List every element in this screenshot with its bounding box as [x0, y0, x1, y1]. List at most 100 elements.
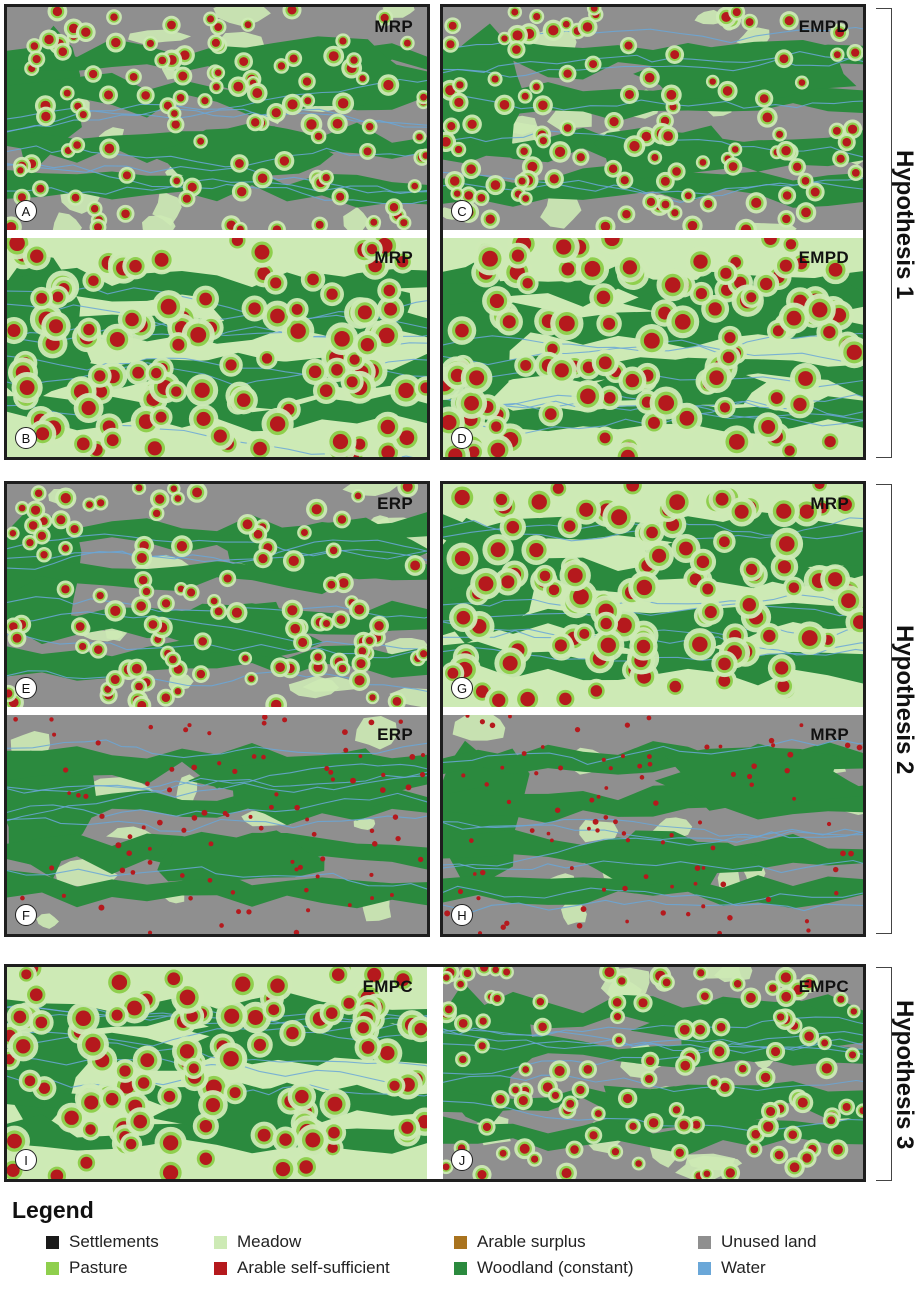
- arable-plot: [840, 850, 846, 857]
- woodland-band: [7, 869, 427, 909]
- arable-plot: [540, 745, 545, 749]
- arable-plot: [624, 89, 634, 99]
- arable-plot: [472, 872, 477, 876]
- arable-plot: [236, 225, 244, 230]
- arable-plot: [191, 764, 197, 771]
- woodland-block: [654, 747, 863, 811]
- arable-plot: [646, 197, 656, 206]
- arable-plot: [369, 828, 375, 834]
- arable-plot: [616, 617, 632, 633]
- arable-plot: [695, 288, 707, 300]
- map-group-ef: ERP E ERP F: [4, 481, 430, 937]
- arable-plot: [660, 840, 666, 845]
- arable-plot: [801, 207, 811, 218]
- water-swatch: [698, 1261, 711, 1275]
- arable-plot: [596, 290, 611, 305]
- arable-plot: [187, 182, 197, 192]
- map-i-canvas: [7, 967, 427, 1179]
- arable-plot: [171, 110, 178, 117]
- arable-plot: [110, 13, 118, 21]
- arable-plot: [95, 740, 101, 746]
- arable-plot: [601, 757, 606, 762]
- arable-plot: [714, 1046, 725, 1057]
- arable-plot: [319, 384, 333, 398]
- arable-plot: [549, 838, 554, 843]
- arable-plot: [396, 973, 410, 987]
- map-panel-e: ERP E: [7, 484, 427, 707]
- arable-plot: [236, 393, 251, 407]
- arable-plot: [511, 249, 525, 262]
- water-channel: [443, 859, 863, 874]
- arable-plot: [765, 896, 772, 903]
- legend-title: Legend: [12, 1197, 94, 1223]
- arable-plot: [52, 7, 63, 17]
- arable-plot: [527, 161, 538, 172]
- arable-plot: [492, 693, 506, 707]
- arable-plot: [793, 162, 802, 172]
- scenario-label: EMPC: [362, 977, 413, 996]
- map-b-canvas: [7, 238, 427, 457]
- arable-plot: [62, 544, 69, 552]
- arable-plot: [719, 402, 731, 413]
- arable-plot: [549, 174, 559, 184]
- arable-plot: [475, 685, 489, 698]
- map-panel-d: EMPD D: [443, 238, 863, 457]
- arable-plot: [374, 621, 384, 631]
- arable-plot: [745, 18, 754, 27]
- arable-plot: [529, 542, 544, 558]
- arable-plot: [671, 209, 679, 217]
- arable-plot: [464, 395, 479, 411]
- arable-plot: [248, 302, 261, 315]
- arable-plot: [546, 831, 551, 836]
- meadow-patch: [52, 212, 82, 230]
- arable-plot: [445, 85, 456, 96]
- arable-plot: [293, 929, 300, 934]
- arable-plot: [720, 881, 727, 888]
- arable-plot: [635, 1160, 642, 1167]
- hypothesis-2-label: Hypothesis 2: [891, 625, 918, 775]
- arable-plot: [492, 967, 499, 973]
- water-channel: [443, 818, 863, 839]
- arable-plot: [727, 915, 733, 921]
- woodland-band: [7, 512, 427, 553]
- arable-plot: [779, 259, 792, 272]
- arable-plot: [381, 772, 386, 778]
- arable-plot: [20, 895, 25, 901]
- arable-plot: [804, 979, 814, 988]
- arable-plot: [600, 221, 611, 230]
- arable-plot: [289, 54, 298, 63]
- arable-plot: [35, 1016, 48, 1029]
- arable-plot: [788, 1130, 798, 1140]
- arable-plot: [83, 323, 95, 336]
- arable-plot: [125, 312, 139, 327]
- arable-plot: [734, 504, 749, 519]
- arable-plot: [93, 223, 103, 230]
- woodland-swatch: [454, 1261, 467, 1275]
- arable-plot: [222, 810, 228, 816]
- arable-plot: [320, 856, 326, 862]
- arable-plot: [556, 239, 572, 255]
- arable-plot: [127, 834, 133, 840]
- arable-plot: [7, 1133, 22, 1149]
- arable-plot: [479, 719, 485, 725]
- water-channel: [443, 885, 863, 912]
- arable-plot: [781, 991, 792, 1002]
- arable-plot: [448, 448, 463, 457]
- arable-plot: [326, 288, 338, 300]
- arable-plot: [253, 529, 263, 539]
- arable-plot: [828, 572, 843, 587]
- arable-plot: [482, 1122, 492, 1132]
- arable-plot: [79, 642, 87, 651]
- arable-plot: [615, 1036, 623, 1044]
- arable-plot: [453, 190, 461, 197]
- arable-plot: [68, 23, 79, 34]
- arable-plot: [548, 584, 560, 596]
- arable-plot: [411, 182, 419, 190]
- arable-plot: [666, 89, 677, 100]
- water-channel: [7, 533, 427, 561]
- arable-plot: [728, 162, 738, 171]
- arable-plot: [213, 83, 220, 91]
- arable-plot: [506, 520, 520, 534]
- arable-plot: [167, 972, 181, 986]
- arable-plot: [354, 675, 365, 686]
